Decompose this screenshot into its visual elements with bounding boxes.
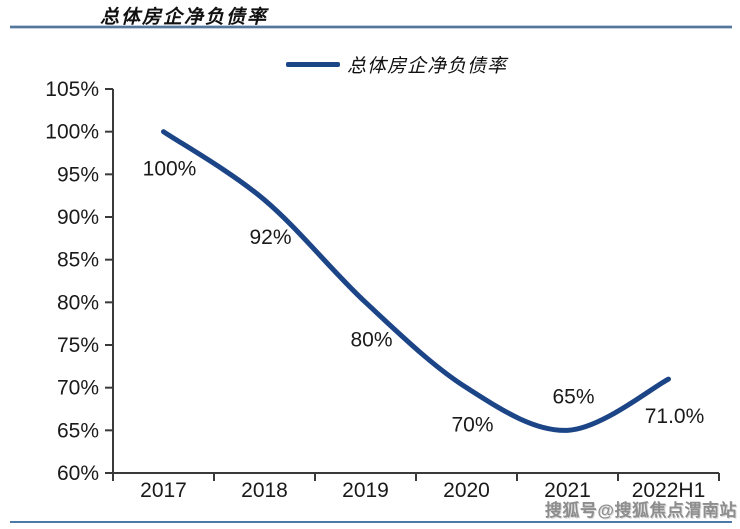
y-tick-label: 75% [57,334,99,357]
legend-line-swatch-icon [286,61,340,67]
y-tick-label: 65% [57,419,99,442]
data-label: 70% [451,414,493,437]
x-tick-label: 2021 [544,479,591,502]
x-tick-label: 2022H1 [632,479,706,502]
data-label: 71.0% [645,405,705,428]
y-tick-label: 100% [45,121,99,144]
data-label: 92% [249,226,291,249]
x-tick-label: 2020 [443,479,490,502]
y-tick-label: 95% [57,163,99,186]
page-title: 总体房企净负债率 [100,7,269,28]
x-tick-label: 2017 [140,479,187,502]
series-line [161,129,671,433]
legend-label: 总体房企净负债率 [347,55,508,77]
data-label: 65% [552,385,594,408]
bottom-divider [10,521,732,523]
y-tick-label: 105% [45,78,99,101]
x-tick-label: 2019 [342,479,389,502]
y-tick-label: 70% [57,377,99,400]
data-label: 80% [350,328,392,351]
x-tick-label: 2018 [241,479,288,502]
watermark: 搜狐号@搜狐焦点渭南站 [544,501,737,520]
chart-legend: 总体房企净负债率 [286,52,508,77]
y-tick-label: 85% [57,249,99,272]
data-label: 100% [143,158,197,181]
y-tick-label: 90% [57,206,99,229]
y-tick-label: 60% [57,462,99,485]
y-tick-label: 80% [57,291,99,314]
top-divider [10,26,732,28]
